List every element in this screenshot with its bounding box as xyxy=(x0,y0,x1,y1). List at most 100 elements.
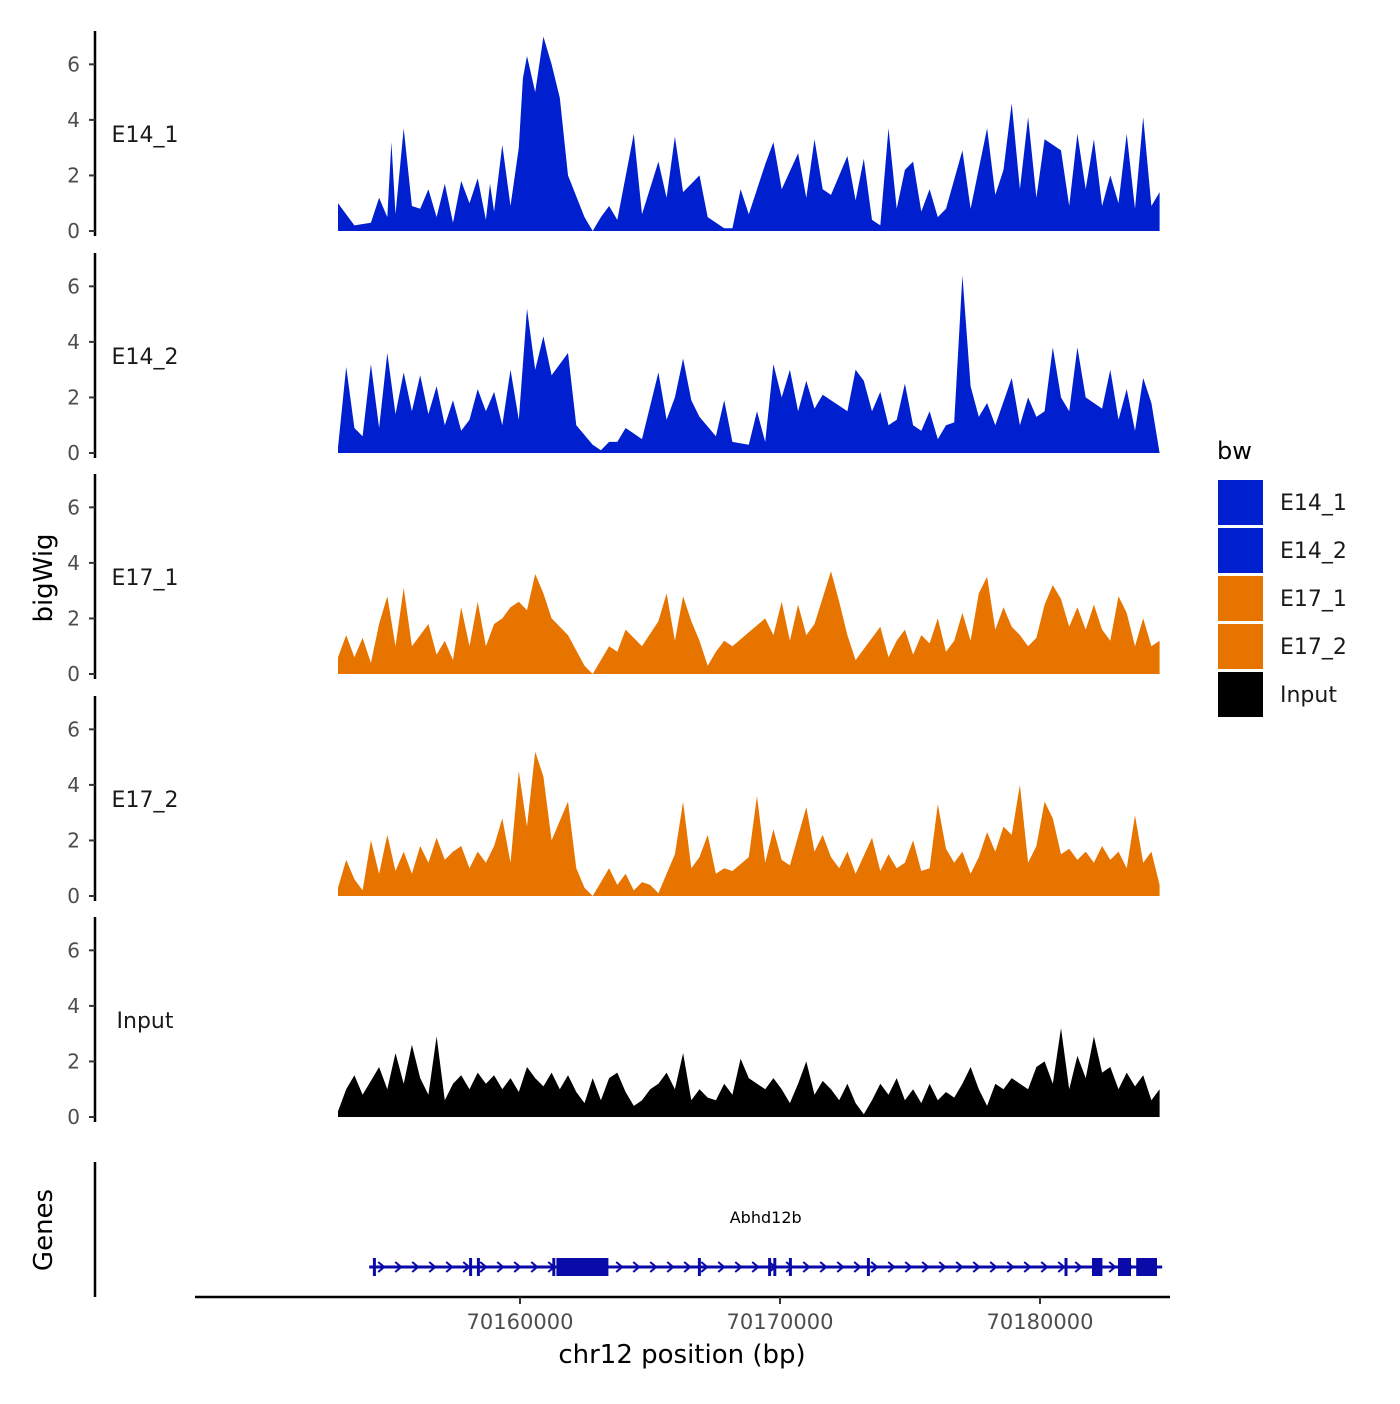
strand-arrow xyxy=(683,1261,692,1273)
strand-arrow xyxy=(649,1261,658,1273)
strand-arrow xyxy=(394,1261,403,1273)
exon-block xyxy=(1092,1258,1103,1276)
legend-swatch xyxy=(1218,576,1263,621)
legend-label: E17_2 xyxy=(1280,635,1347,660)
legend-swatch xyxy=(1218,672,1263,717)
y-tick-label: 0 xyxy=(67,1105,80,1129)
legend-label: E14_1 xyxy=(1280,491,1347,516)
strand-arrow xyxy=(530,1261,539,1273)
y-tick-label: 2 xyxy=(67,163,80,187)
x-axis-title: chr12 position (bp) xyxy=(558,1340,805,1370)
coverage-area-e14-2 xyxy=(338,275,1160,453)
coverage-area-e17-2 xyxy=(338,751,1160,896)
track-panels: 0 2 4 6 E14_1 0 2 4 6 E14_2 0 2 4 6 E17_1 0 2 4 6 E17_2 0 2 4 6… xyxy=(67,31,1160,1129)
strand-arrow xyxy=(1074,1261,1083,1273)
x-axis: 70160000 70170000 70180000 chr12 position … xyxy=(195,1295,1170,1370)
strand-arrow xyxy=(972,1261,981,1273)
y-tick-label: 2 xyxy=(67,606,80,630)
x-tick-label: 70160000 xyxy=(467,1310,574,1334)
x-axis-ticks: 70160000 70170000 70180000 xyxy=(467,1297,1094,1334)
strand-arrow xyxy=(1057,1261,1066,1273)
exon-block xyxy=(1118,1258,1131,1276)
y-tick-label: 6 xyxy=(67,274,80,298)
strand-arrow xyxy=(1006,1261,1015,1273)
strand-arrow xyxy=(1108,1261,1117,1273)
strand-arrow xyxy=(377,1261,386,1273)
legend-label: E14_2 xyxy=(1280,539,1347,564)
strand-arrow xyxy=(870,1261,879,1273)
coverage-area-e14-1 xyxy=(338,36,1160,231)
strand-arrow xyxy=(785,1261,794,1273)
y-tick-label: 4 xyxy=(67,994,80,1018)
coverage-area-e17-1 xyxy=(338,571,1160,674)
y-tick-label: 0 xyxy=(67,219,80,243)
legend-swatch xyxy=(1218,480,1263,525)
y-tick-label: 6 xyxy=(67,938,80,962)
legend-label: E17_1 xyxy=(1280,587,1347,612)
track-label: E14_1 xyxy=(112,123,179,148)
strand-arrow xyxy=(479,1261,488,1273)
genes-panel: Genes Abhd12b xyxy=(29,1162,1163,1297)
exon-block xyxy=(556,1258,609,1276)
y-axis-title: bigWig xyxy=(29,533,59,622)
strand-arrow xyxy=(513,1261,522,1273)
strand-arrow xyxy=(836,1261,845,1273)
track-label: E17_2 xyxy=(112,788,179,813)
exon-block xyxy=(1136,1258,1157,1276)
strand-arrow xyxy=(853,1261,862,1273)
legend-title: bw xyxy=(1217,437,1252,465)
strand-arrow xyxy=(802,1261,811,1273)
strand-arrow xyxy=(615,1261,624,1273)
y-tick-label: 2 xyxy=(67,828,80,852)
y-tick-label: 6 xyxy=(67,495,80,519)
strand-arrow xyxy=(904,1261,913,1273)
y-tick-label: 4 xyxy=(67,108,80,132)
coverage-area-input xyxy=(338,1028,1160,1117)
y-tick-label: 0 xyxy=(67,662,80,686)
x-tick-label: 70170000 xyxy=(727,1310,834,1334)
strand-arrow xyxy=(496,1261,505,1273)
track-label: E17_1 xyxy=(112,566,179,591)
strand-arrow xyxy=(445,1261,454,1273)
y-tick-label: 4 xyxy=(67,551,80,575)
strand-arrow xyxy=(1023,1261,1032,1273)
track-e14-1: 0 2 4 6 E14_1 xyxy=(67,31,1160,243)
legend-label: Input xyxy=(1280,683,1337,708)
legend-swatch xyxy=(1218,528,1263,573)
strand-arrow xyxy=(632,1261,641,1273)
legend-swatch xyxy=(1218,624,1263,669)
legend-items: E14_1 E14_2 E17_1 E17_2 Input xyxy=(1218,480,1347,717)
strand-arrow xyxy=(938,1261,947,1273)
strand-arrow xyxy=(428,1261,437,1273)
y-tick-label: 4 xyxy=(67,773,80,797)
x-tick-label: 70180000 xyxy=(987,1310,1094,1334)
legend: bw E14_1 E14_2 E17_1 E17_2 Input xyxy=(1217,437,1347,717)
strand-arrow xyxy=(751,1261,760,1273)
gene-track: Abhd12b xyxy=(369,1208,1163,1276)
strand-arrow xyxy=(989,1261,998,1273)
strand-arrow xyxy=(819,1261,828,1273)
gene-name-label: Abhd12b xyxy=(730,1208,802,1227)
track-e14-2: 0 2 4 6 E14_2 xyxy=(67,253,1160,465)
y-tick-label: 6 xyxy=(67,717,80,741)
strand-arrow xyxy=(734,1261,743,1273)
strand-arrow xyxy=(1040,1261,1049,1273)
strand-arrow xyxy=(717,1261,726,1273)
y-tick-label: 4 xyxy=(67,330,80,354)
strand-arrow xyxy=(700,1261,709,1273)
y-tick-label: 2 xyxy=(67,385,80,409)
strand-arrow xyxy=(666,1261,675,1273)
y-tick-label: 2 xyxy=(67,1049,80,1073)
y-tick-label: 0 xyxy=(67,884,80,908)
strand-arrow xyxy=(955,1261,964,1273)
y-tick-label: 6 xyxy=(67,52,80,76)
track-e17-1: 0 2 4 6 E17_1 xyxy=(67,474,1160,686)
y-tick-label: 0 xyxy=(67,441,80,465)
strand-arrow xyxy=(411,1261,420,1273)
strand-arrow xyxy=(921,1261,930,1273)
strand-arrow xyxy=(887,1261,896,1273)
track-label: Input xyxy=(117,1009,174,1034)
track-e17-2: 0 2 4 6 E17_2 xyxy=(67,696,1160,908)
